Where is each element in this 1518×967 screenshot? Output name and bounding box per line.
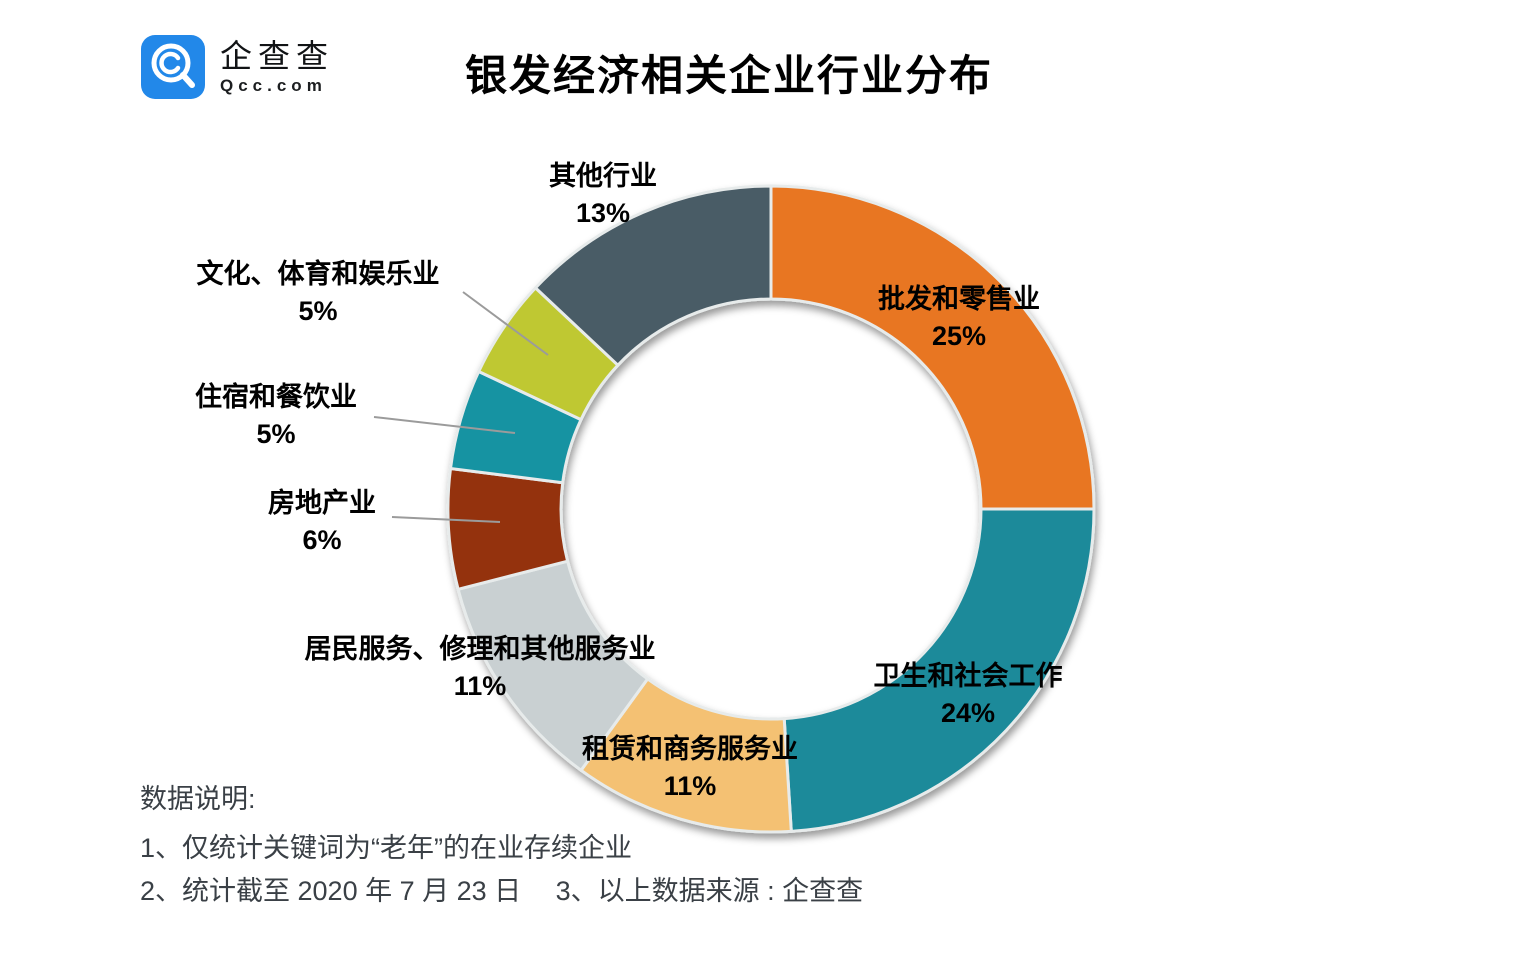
leader-line-accommodation-catering [373, 416, 516, 434]
pie-slice-other-industries [534, 184, 773, 367]
note-line-2: 2、统计截至 2020 年 7 月 23 日 3、以上数据来源 : 企查查 [140, 876, 864, 906]
brand-block: 企查查 Qcc.com [140, 34, 334, 100]
logo-domain: Qcc.com [220, 76, 327, 95]
pie-slice-wholesale-retail [769, 184, 1096, 511]
leader-line-culture-sports-entertainment [462, 291, 549, 356]
note-line-1: 1、仅统计关键词为“老年”的在业存续企业 [140, 833, 632, 863]
page-title: 银发经济相关企业行业分布 [465, 52, 994, 99]
logo-text: 企查查 Qcc.com [220, 37, 334, 97]
logo-name: 企查查 [220, 38, 335, 74]
qcc-logo-icon [141, 35, 205, 99]
notes-heading: 数据说明: [140, 784, 256, 814]
data-notes: 数据说明: 1、仅统计关键词为“老年”的在业存续企业 2、统计截至 2020 年… [140, 784, 863, 919]
leader-line-real-estate [391, 516, 501, 523]
pie-slice-health-social-work [782, 507, 1096, 833]
